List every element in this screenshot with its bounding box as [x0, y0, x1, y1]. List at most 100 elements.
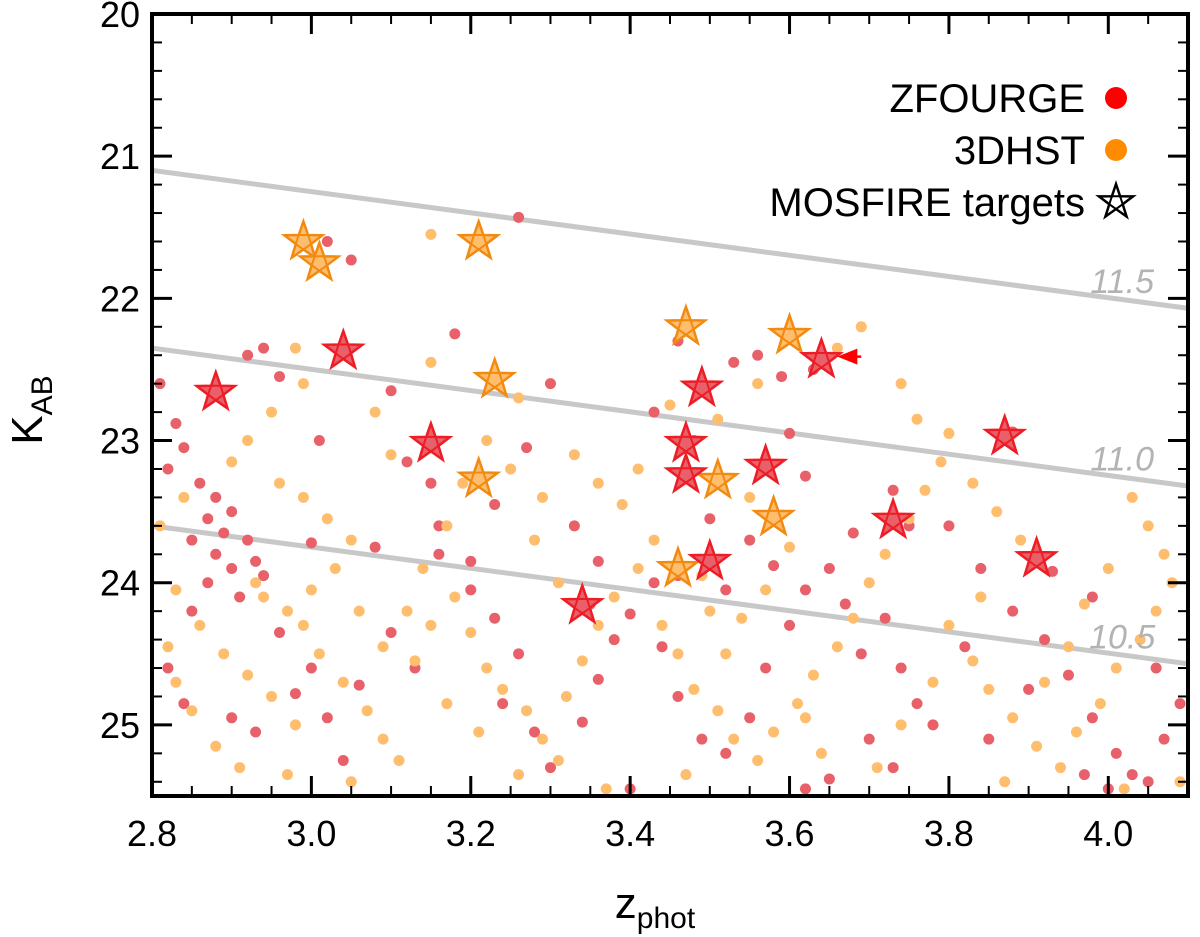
point-zfourge-89 [1086, 712, 1098, 724]
point-zfourge-104 [385, 385, 397, 397]
point-3dhst-109 [1015, 534, 1027, 546]
point-3dhst-91 [967, 655, 979, 667]
point-3dhst-111 [967, 477, 979, 489]
point-zfourge-24 [186, 605, 198, 617]
point-zfourge-105 [425, 477, 437, 489]
mass-curve-11.0 [152, 345, 1188, 489]
point-zfourge-91 [1126, 769, 1138, 781]
x-tick-label: 2.8 [127, 813, 177, 854]
mosfire-star-inner-19 [884, 512, 902, 530]
point-zfourge-58 [720, 747, 732, 759]
point-zfourge-102 [465, 555, 477, 567]
point-zfourge-44 [513, 648, 525, 660]
point-3dhst-11 [321, 513, 333, 525]
point-zfourge-82 [799, 470, 811, 482]
mosfire-star-inner-9 [669, 561, 687, 578]
mosfire-star-zfourge-17 [742, 442, 789, 486]
point-zfourge-96 [1086, 591, 1098, 603]
point-3dhst-95 [1054, 762, 1066, 774]
point-zfourge-68 [911, 698, 923, 710]
point-zfourge-63 [823, 563, 835, 575]
mosfire-star-inner-10 [334, 343, 353, 361]
point-3dhst-67 [792, 698, 804, 710]
mass-curves [152, 167, 1188, 667]
point-3dhst-6 [385, 449, 397, 461]
point-3dhst-33 [266, 690, 278, 702]
point-zfourge-43 [489, 612, 501, 624]
mosfire-star-zfourge-16 [663, 450, 709, 494]
point-zfourge-103 [401, 456, 413, 468]
point-zfourge-13 [202, 513, 214, 525]
point-3dhst-30 [194, 619, 206, 631]
point-zfourge-93 [1158, 733, 1170, 745]
point-3dhst-21 [377, 733, 389, 745]
point-zfourge-119 [799, 783, 811, 795]
point-3dhst-56 [457, 477, 469, 489]
point-3dhst-94 [1031, 740, 1043, 752]
point-3dhst-62 [688, 683, 700, 695]
point-zfourge-19 [218, 527, 230, 539]
point-3dhst-96 [1070, 726, 1082, 738]
mosfire-star-inner-4 [780, 327, 799, 345]
point-3dhst-112 [943, 427, 955, 439]
legend-star-icon [1095, 180, 1137, 220]
point-3dhst-100 [1150, 605, 1162, 617]
point-zfourge-54 [656, 641, 668, 653]
point-zfourge-0 [321, 235, 333, 247]
mosfire-star-inner-6 [469, 471, 488, 489]
point-3dhst-74 [919, 484, 931, 496]
axis-ticks: 2.8 3.0 3.2 3.4 3.6 3.8 4.0 20 21 22 23 24 25 [100, 0, 1189, 854]
point-3dhst-87 [760, 584, 772, 596]
point-zfourge-70 [887, 762, 899, 774]
point-3dhst-8 [226, 456, 238, 468]
point-zfourge-31 [321, 712, 333, 724]
y-axis-label: KAB [3, 375, 59, 444]
mosfire-star-inner-16 [677, 467, 695, 484]
point-3dhst-136 [927, 676, 939, 688]
point-3dhst-122 [473, 726, 485, 738]
point-zfourge-109 [720, 584, 732, 596]
point-zfourge-86 [1007, 605, 1019, 617]
point-zfourge-23 [274, 626, 286, 638]
point-3dhst-83 [632, 463, 644, 475]
point-3dhst-36 [425, 619, 437, 631]
point-3dhst-76 [911, 413, 923, 425]
point-3dhst-89 [720, 648, 732, 660]
mosfire-star-zfourge-18 [982, 412, 1028, 456]
point-zfourge-5 [258, 342, 270, 354]
point-3dhst-119 [680, 769, 692, 781]
point-zfourge-28 [250, 726, 262, 738]
point-zfourge-39 [274, 371, 286, 383]
x-tick-label: 3.0 [286, 813, 336, 854]
x-tick-label: 3.6 [765, 813, 815, 854]
mosfire-star-inner-18 [995, 428, 1014, 446]
point-3dhst-79 [831, 342, 843, 354]
point-3dhst-132 [552, 577, 564, 589]
point-3dhst-38 [465, 626, 477, 638]
point-3dhst-71 [863, 577, 875, 589]
point-zfourge-34 [385, 626, 397, 638]
point-zfourge-77 [728, 356, 740, 368]
y-tick-label: 21 [100, 136, 140, 177]
point-3dhst-125 [353, 605, 365, 617]
point-3dhst-48 [632, 563, 644, 575]
point-3dhst-13 [329, 563, 341, 575]
mosfire-star-3dhst-4 [766, 311, 813, 355]
point-3dhst-3 [266, 406, 278, 418]
point-zfourge-64 [839, 598, 851, 610]
legend-label-0: ZFOURGE [889, 77, 1085, 121]
point-3dhst-9 [274, 477, 286, 489]
point-3dhst-27 [186, 705, 198, 717]
point-3dhst-123 [441, 698, 453, 710]
mosfire-star-inner-14 [422, 435, 440, 453]
point-zfourge-17 [202, 577, 214, 589]
point-3dhst-39 [481, 662, 493, 674]
point-zfourge-94 [1174, 698, 1186, 710]
point-3dhst-81 [712, 413, 724, 425]
point-3dhst-58 [417, 563, 429, 575]
mosfire-star-inner-2 [469, 234, 488, 251]
point-zfourge-95 [1150, 662, 1162, 674]
point-zfourge-84 [943, 520, 955, 532]
point-3dhst-53 [536, 491, 548, 503]
